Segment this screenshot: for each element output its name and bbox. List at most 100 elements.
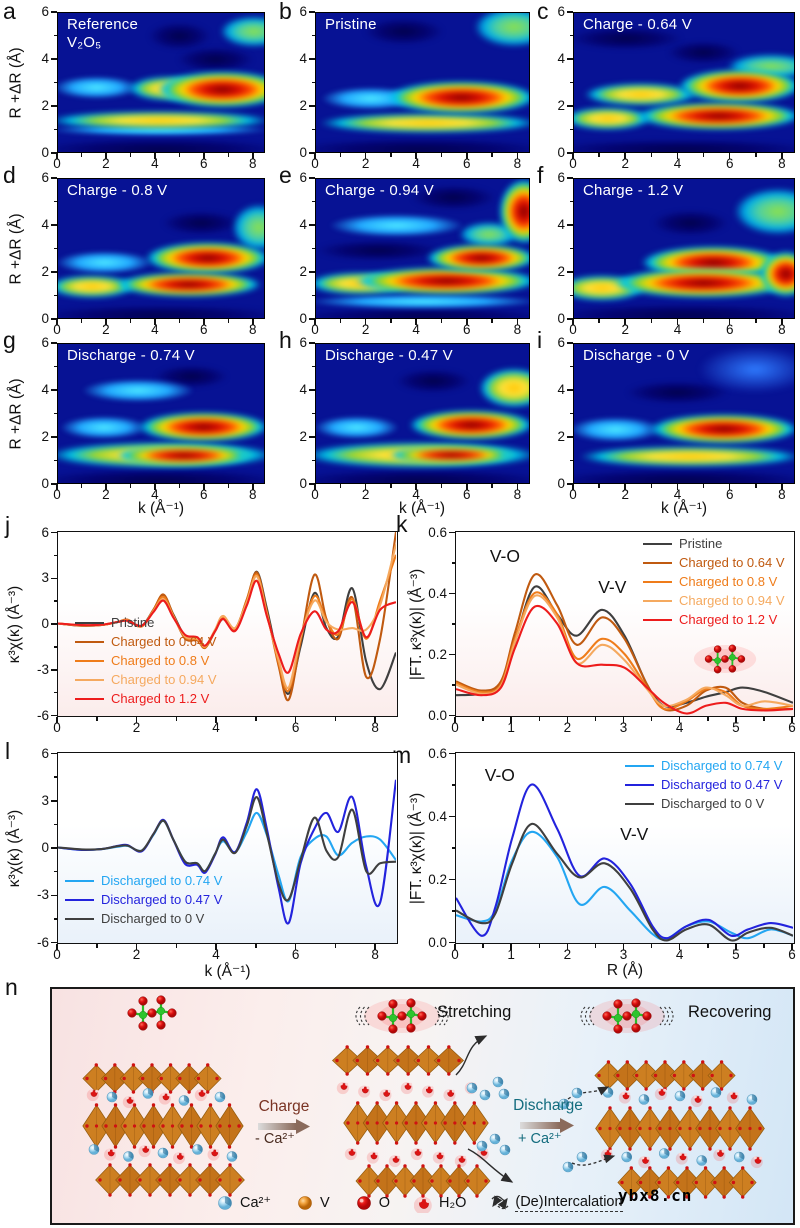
axis-tick bbox=[203, 153, 205, 159]
heatmap-title-b: Pristine bbox=[325, 16, 377, 33]
axis-tick-label: 0 bbox=[41, 145, 49, 160]
legend-item: Discharged to 0.74 V bbox=[625, 758, 782, 774]
panel-n-schematic: Stretching Recovering Charge - Ca²⁺ Disc… bbox=[50, 987, 795, 1225]
axis-tick bbox=[175, 944, 178, 948]
axis-tick-label: 2 bbox=[132, 720, 141, 735]
axis-tick bbox=[566, 717, 569, 723]
axis-tick-label: 4 bbox=[412, 322, 420, 337]
axis-tick bbox=[309, 58, 315, 60]
axis-tick-label: 6 bbox=[291, 720, 300, 735]
axis-tick-label: 0 bbox=[41, 476, 49, 491]
axis-tick-label: 4 bbox=[299, 51, 307, 66]
heatmap-lobe bbox=[82, 378, 194, 402]
axis-tick bbox=[572, 153, 574, 159]
heatmap-lobe bbox=[408, 410, 529, 441]
axis-tick bbox=[51, 58, 57, 60]
axis-tick bbox=[203, 484, 205, 490]
heatmap-lobe bbox=[396, 369, 472, 393]
v2o5-layer bbox=[595, 1106, 765, 1151]
ca-ion bbox=[489, 1133, 501, 1145]
watermark: ybx8.cn bbox=[618, 1186, 693, 1205]
axis-tick-label: -3 bbox=[36, 887, 49, 903]
axis-tick bbox=[466, 319, 468, 325]
charge-arrow bbox=[258, 1119, 310, 1134]
axis-tick-label: 8 bbox=[513, 156, 522, 171]
axis-tick bbox=[516, 484, 519, 490]
axis-tick bbox=[702, 153, 705, 157]
axis-tick bbox=[516, 153, 519, 159]
water-molecule bbox=[654, 1088, 667, 1101]
axis-tick-label: 4 bbox=[212, 947, 220, 962]
ca-ion bbox=[576, 1151, 588, 1163]
axis-tick bbox=[80, 153, 83, 157]
axis-tick-label: 6 bbox=[200, 487, 208, 502]
axis-tick-label: 4 bbox=[212, 720, 220, 735]
axis-tick bbox=[449, 752, 455, 755]
axis-tick bbox=[678, 717, 681, 723]
axis-tick bbox=[53, 600, 57, 602]
legend-item: Pristine bbox=[643, 536, 785, 552]
charge-ca-label: - Ca²⁺ bbox=[255, 1131, 295, 1147]
heatmap-lobe bbox=[734, 188, 794, 235]
axis-tick bbox=[51, 531, 57, 534]
axis-tick-label: 6 bbox=[725, 156, 734, 171]
axis-tick-label: 1 bbox=[507, 720, 515, 735]
heatmap-lobe bbox=[574, 138, 794, 152]
axis-tick bbox=[482, 944, 484, 948]
heatmap-lobe bbox=[760, 250, 794, 298]
water-molecule bbox=[690, 1095, 703, 1108]
water-molecule bbox=[138, 1145, 151, 1158]
ca-ion bbox=[157, 1147, 169, 1159]
axis-tick bbox=[510, 944, 512, 950]
heatmap-lobe bbox=[574, 468, 794, 483]
axis-tick-label: 4 bbox=[41, 51, 49, 66]
axis-tick-label: 6 bbox=[299, 4, 307, 19]
axis-tick bbox=[598, 484, 600, 488]
v2o5-layer bbox=[82, 1103, 244, 1149]
charge-label: Charge bbox=[258, 1098, 310, 1115]
axis-tick-label: 6 bbox=[291, 947, 300, 962]
ca-ion bbox=[123, 1151, 134, 1162]
axis-tick-label: 5 bbox=[732, 720, 740, 735]
heatmap-lobe bbox=[145, 241, 264, 274]
vo-cluster bbox=[127, 995, 177, 1031]
axis-tick bbox=[624, 484, 626, 490]
axis-tick bbox=[314, 153, 316, 159]
annotation: V-O bbox=[484, 764, 515, 785]
water-molecule bbox=[207, 1148, 220, 1161]
axis-tick-label: 2 bbox=[563, 720, 572, 735]
deintercalation-icon-canvas bbox=[491, 1195, 509, 1210]
axis-tick bbox=[482, 717, 484, 721]
axis-tick-label: 2 bbox=[361, 156, 370, 171]
heatmap-lobe bbox=[58, 110, 264, 131]
axis-tick-label: 6 bbox=[299, 335, 307, 350]
heatmap-lobe bbox=[386, 81, 529, 114]
axis-tick bbox=[51, 436, 57, 438]
axis-tick bbox=[51, 714, 57, 717]
axis-tick-label: 2 bbox=[102, 487, 110, 502]
heatmap-lobe bbox=[353, 266, 529, 296]
legend-item: Charged to 0.94 V bbox=[643, 593, 785, 609]
axis-tick bbox=[309, 105, 315, 107]
water-molecule bbox=[410, 1148, 423, 1161]
legend-swatch bbox=[643, 542, 672, 545]
axis-tick bbox=[51, 623, 57, 625]
ca-ion bbox=[746, 1094, 758, 1105]
axis-tick bbox=[650, 319, 653, 323]
axis-tick-label: 2 bbox=[299, 429, 307, 444]
axis-tick bbox=[449, 653, 455, 656]
legend-item: Charged to 0.64 V bbox=[643, 555, 785, 571]
axis-tick bbox=[763, 717, 765, 721]
axis-tick bbox=[451, 562, 455, 564]
axis-tick-label: 4 bbox=[299, 382, 307, 397]
axis-tick bbox=[53, 776, 57, 778]
axis-tick-label: 6 bbox=[788, 720, 796, 735]
annotation: V-O bbox=[489, 546, 520, 567]
axis-tick-label: 0.2 bbox=[428, 871, 447, 887]
legend-l: Discharged to 0.74 V Discharged to 0.47 V… bbox=[65, 873, 222, 927]
axis-tick bbox=[755, 319, 757, 323]
axis-tick bbox=[339, 484, 342, 488]
axis-tick-label: 4 bbox=[673, 487, 682, 502]
axis-tick bbox=[154, 484, 156, 490]
axis-tick bbox=[311, 247, 315, 250]
